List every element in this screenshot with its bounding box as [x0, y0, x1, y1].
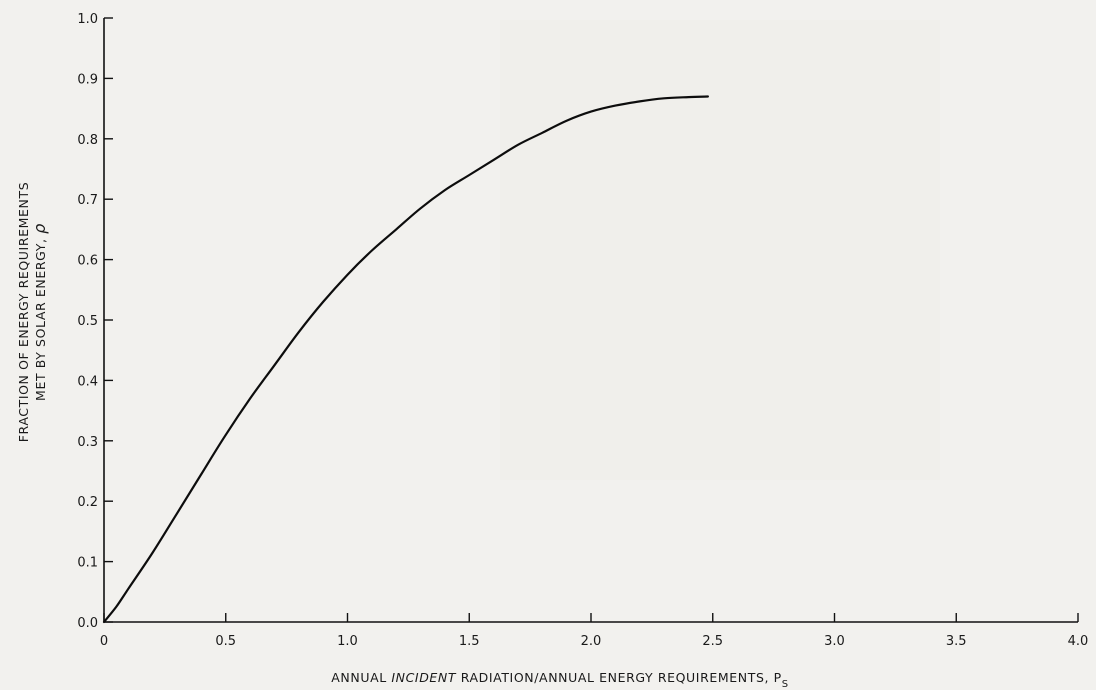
x-axis-title-part-3: RADIATION/ANNUAL ENERGY REQUIREMENTS, P — [456, 670, 782, 685]
y-tick-label: 0.4 — [77, 374, 98, 389]
x-tick-label: 2.5 — [702, 634, 723, 649]
x-tick-label: 3.0 — [824, 634, 845, 649]
x-axis-title-part-1: ANNUAL — [331, 670, 391, 685]
y-axis-ticks: 0.0 0.1 0.2 0.3 0.4 0.5 0.6 0.7 0.8 0.9 1.0 — [77, 12, 113, 631]
y-tick-label: 0.0 — [77, 616, 98, 631]
y-axis-title-line-1: FRACTION OF ENERGY REQUIREMENTS — [16, 182, 31, 442]
y-tick-label: 0.8 — [77, 133, 98, 148]
x-axis-title-subscript: S — [782, 679, 789, 690]
y-tick-label: 0.1 — [77, 556, 98, 571]
x-axis-title: ANNUAL INCIDENT RADIATION/ANNUAL ENERGY … — [331, 670, 788, 690]
x-tick-label: 0.5 — [215, 634, 236, 649]
x-axis-title-part-2: INCIDENT — [391, 670, 457, 685]
y-tick-label: 0.5 — [77, 314, 98, 329]
y-tick-label: 0.2 — [77, 495, 98, 510]
y-axis-title-line-2: MET BY SOLAR ENERGY, ρ — [30, 223, 49, 401]
x-tick-label: 3.5 — [946, 634, 967, 649]
x-tick-label: 1.0 — [337, 634, 358, 649]
x-tick-label: 0 — [100, 634, 108, 649]
y-tick-label: 0.6 — [77, 254, 98, 269]
series-line — [102, 95, 709, 624]
x-tick-label: 4.0 — [1068, 634, 1089, 649]
y-axis-title-symbol: ρ — [30, 223, 49, 234]
x-axis-ticks: 0 0.5 1.0 1.5 2.0 2.5 3.0 3.5 4.0 — [100, 613, 1088, 649]
y-tick-label: 0.3 — [77, 435, 98, 450]
y-tick-label: 1.0 — [77, 12, 98, 27]
x-tick-label: 1.5 — [459, 634, 480, 649]
y-tick-label: 0.7 — [77, 193, 98, 208]
x-tick-label: 2.0 — [581, 634, 602, 649]
y-tick-label: 0.9 — [77, 72, 98, 87]
background-ghost-text — [500, 20, 940, 480]
y-axis-title-line-2-text: MET BY SOLAR ENERGY, — [33, 234, 48, 401]
